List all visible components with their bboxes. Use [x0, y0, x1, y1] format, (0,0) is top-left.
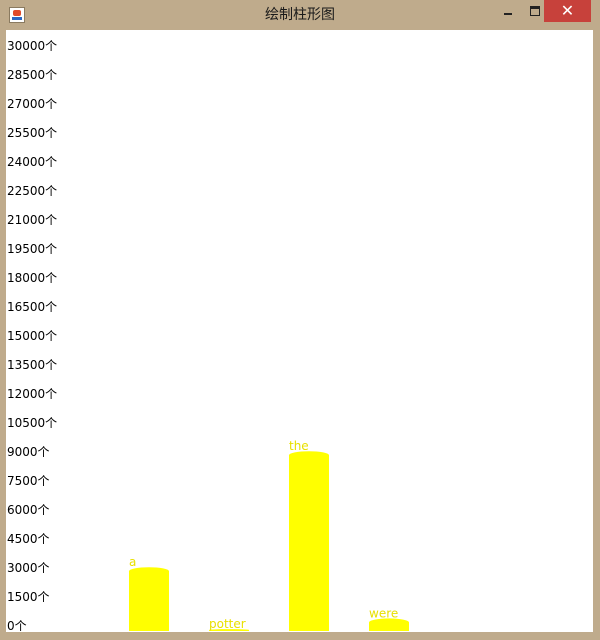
y-tick-label: 6000个	[7, 503, 50, 517]
y-tick-label: 19500个	[7, 242, 57, 256]
bar-body	[369, 622, 409, 631]
bar-cap	[289, 451, 329, 460]
bar-chart: 0个 1500个 3000个 4500个 6000个 7500个 9000个 10500个 12…	[7, 39, 409, 632]
chart-canvas: 0个 1500个 3000个 4500个 6000个 7500个 9000个 10500个 12…	[6, 30, 593, 632]
y-tick-label: 13500个	[7, 358, 57, 372]
bar-cap	[129, 567, 169, 576]
minimize-icon	[504, 13, 512, 15]
close-icon: ✕	[560, 1, 575, 20]
y-tick-label: 12000个	[7, 387, 57, 401]
bar-label: potter	[209, 617, 246, 631]
y-tick-label: 1500个	[7, 590, 50, 604]
bar-body	[289, 455, 329, 631]
maximize-button[interactable]	[522, 0, 548, 22]
bar-label: the	[289, 439, 309, 453]
title-bar[interactable]: 绘制柱形图 ✕	[0, 0, 600, 30]
y-tick-label: 0个	[7, 619, 27, 632]
minimize-button[interactable]	[494, 0, 522, 22]
y-tick-label: 9000个	[7, 445, 50, 459]
bar-a: a	[129, 555, 169, 631]
y-tick-label: 7500个	[7, 474, 50, 488]
y-tick-label: 10500个	[7, 416, 57, 430]
bar-the: the	[289, 439, 329, 631]
java-app-icon[interactable]	[9, 7, 25, 23]
y-tick-label: 18000个	[7, 271, 57, 285]
y-tick-label: 25500个	[7, 126, 57, 140]
bar-label: were	[369, 606, 398, 620]
y-tick-label: 22500个	[7, 184, 57, 198]
bar-potter: potter	[209, 617, 249, 631]
y-tick-label: 24000个	[7, 155, 57, 169]
bar-body	[129, 571, 169, 631]
y-tick-label: 3000个	[7, 561, 50, 575]
close-button[interactable]: ✕	[544, 0, 591, 22]
y-tick-label: 30000个	[7, 39, 57, 53]
y-tick-label: 21000个	[7, 213, 57, 227]
y-tick-label: 27000个	[7, 97, 57, 111]
bar-cap	[369, 618, 409, 627]
y-tick-label: 15000个	[7, 329, 57, 343]
window-title: 绘制柱形图	[265, 7, 335, 23]
bar-were: were	[369, 606, 409, 631]
bar-cap	[209, 629, 249, 631]
bar-label: a	[129, 555, 136, 569]
maximize-icon	[530, 6, 540, 16]
y-tick-label: 4500个	[7, 532, 50, 546]
y-tick-label: 28500个	[7, 68, 57, 82]
y-tick-label: 16500个	[7, 300, 57, 314]
